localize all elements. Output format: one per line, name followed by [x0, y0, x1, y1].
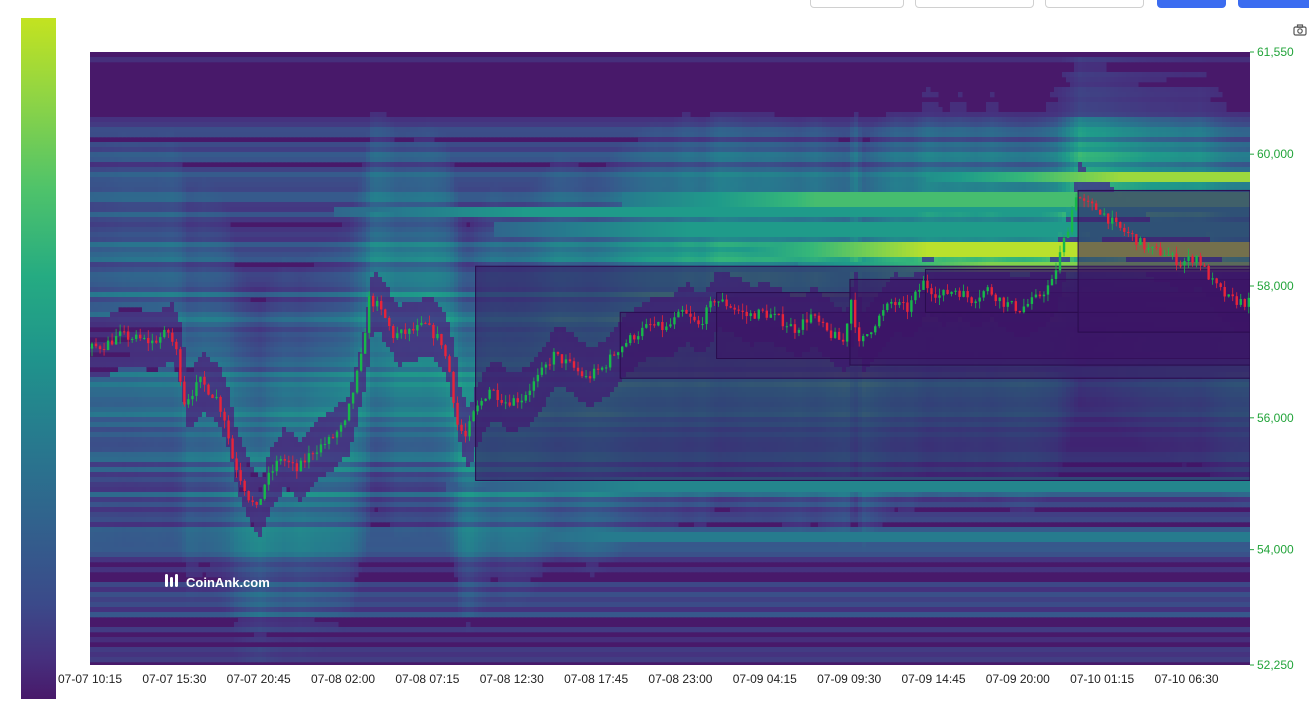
time-tick-label: 07-10 01:15	[1070, 672, 1134, 686]
time-tick-label: 07-08 07:15	[395, 672, 459, 686]
time-tick-label: 07-09 14:45	[901, 672, 965, 686]
price-tick-label: 54,000	[1257, 543, 1294, 557]
time-tick-label: 07-10 06:30	[1155, 672, 1219, 686]
time-tick-label: 07-09 20:00	[986, 672, 1050, 686]
time-tick-label: 07-08 12:30	[480, 672, 544, 686]
time-tick-label: 07-09 09:30	[817, 672, 881, 686]
time-tick-label: 07-07 15:30	[142, 672, 206, 686]
price-axis: 61,550 60,000 58,000 56,000 54,000 52,250	[1250, 45, 1294, 672]
price-tick-label: 58,000	[1257, 279, 1294, 293]
time-tick-label: 07-07 20:45	[227, 672, 291, 686]
price-tick-label: 60,000	[1257, 147, 1294, 161]
time-tick-label: 07-07 10:15	[58, 672, 122, 686]
price-tick-label: 61,550	[1257, 45, 1294, 59]
time-tick-label: 07-08 02:00	[311, 672, 375, 686]
plot-area	[90, 52, 1251, 665]
time-axis: 07-07 10:15 07-07 15:30 07-07 20:45 07-08 0…	[58, 672, 1219, 686]
time-tick-label: 07-09 04:15	[733, 672, 797, 686]
price-tick-label: 56,000	[1257, 411, 1294, 425]
time-tick-label: 07-08 23:00	[648, 672, 712, 686]
price-tick-label: 52,250	[1257, 658, 1294, 672]
watermark-text: CoinAnk.com	[186, 575, 270, 590]
time-tick-label: 07-08 17:45	[564, 672, 628, 686]
